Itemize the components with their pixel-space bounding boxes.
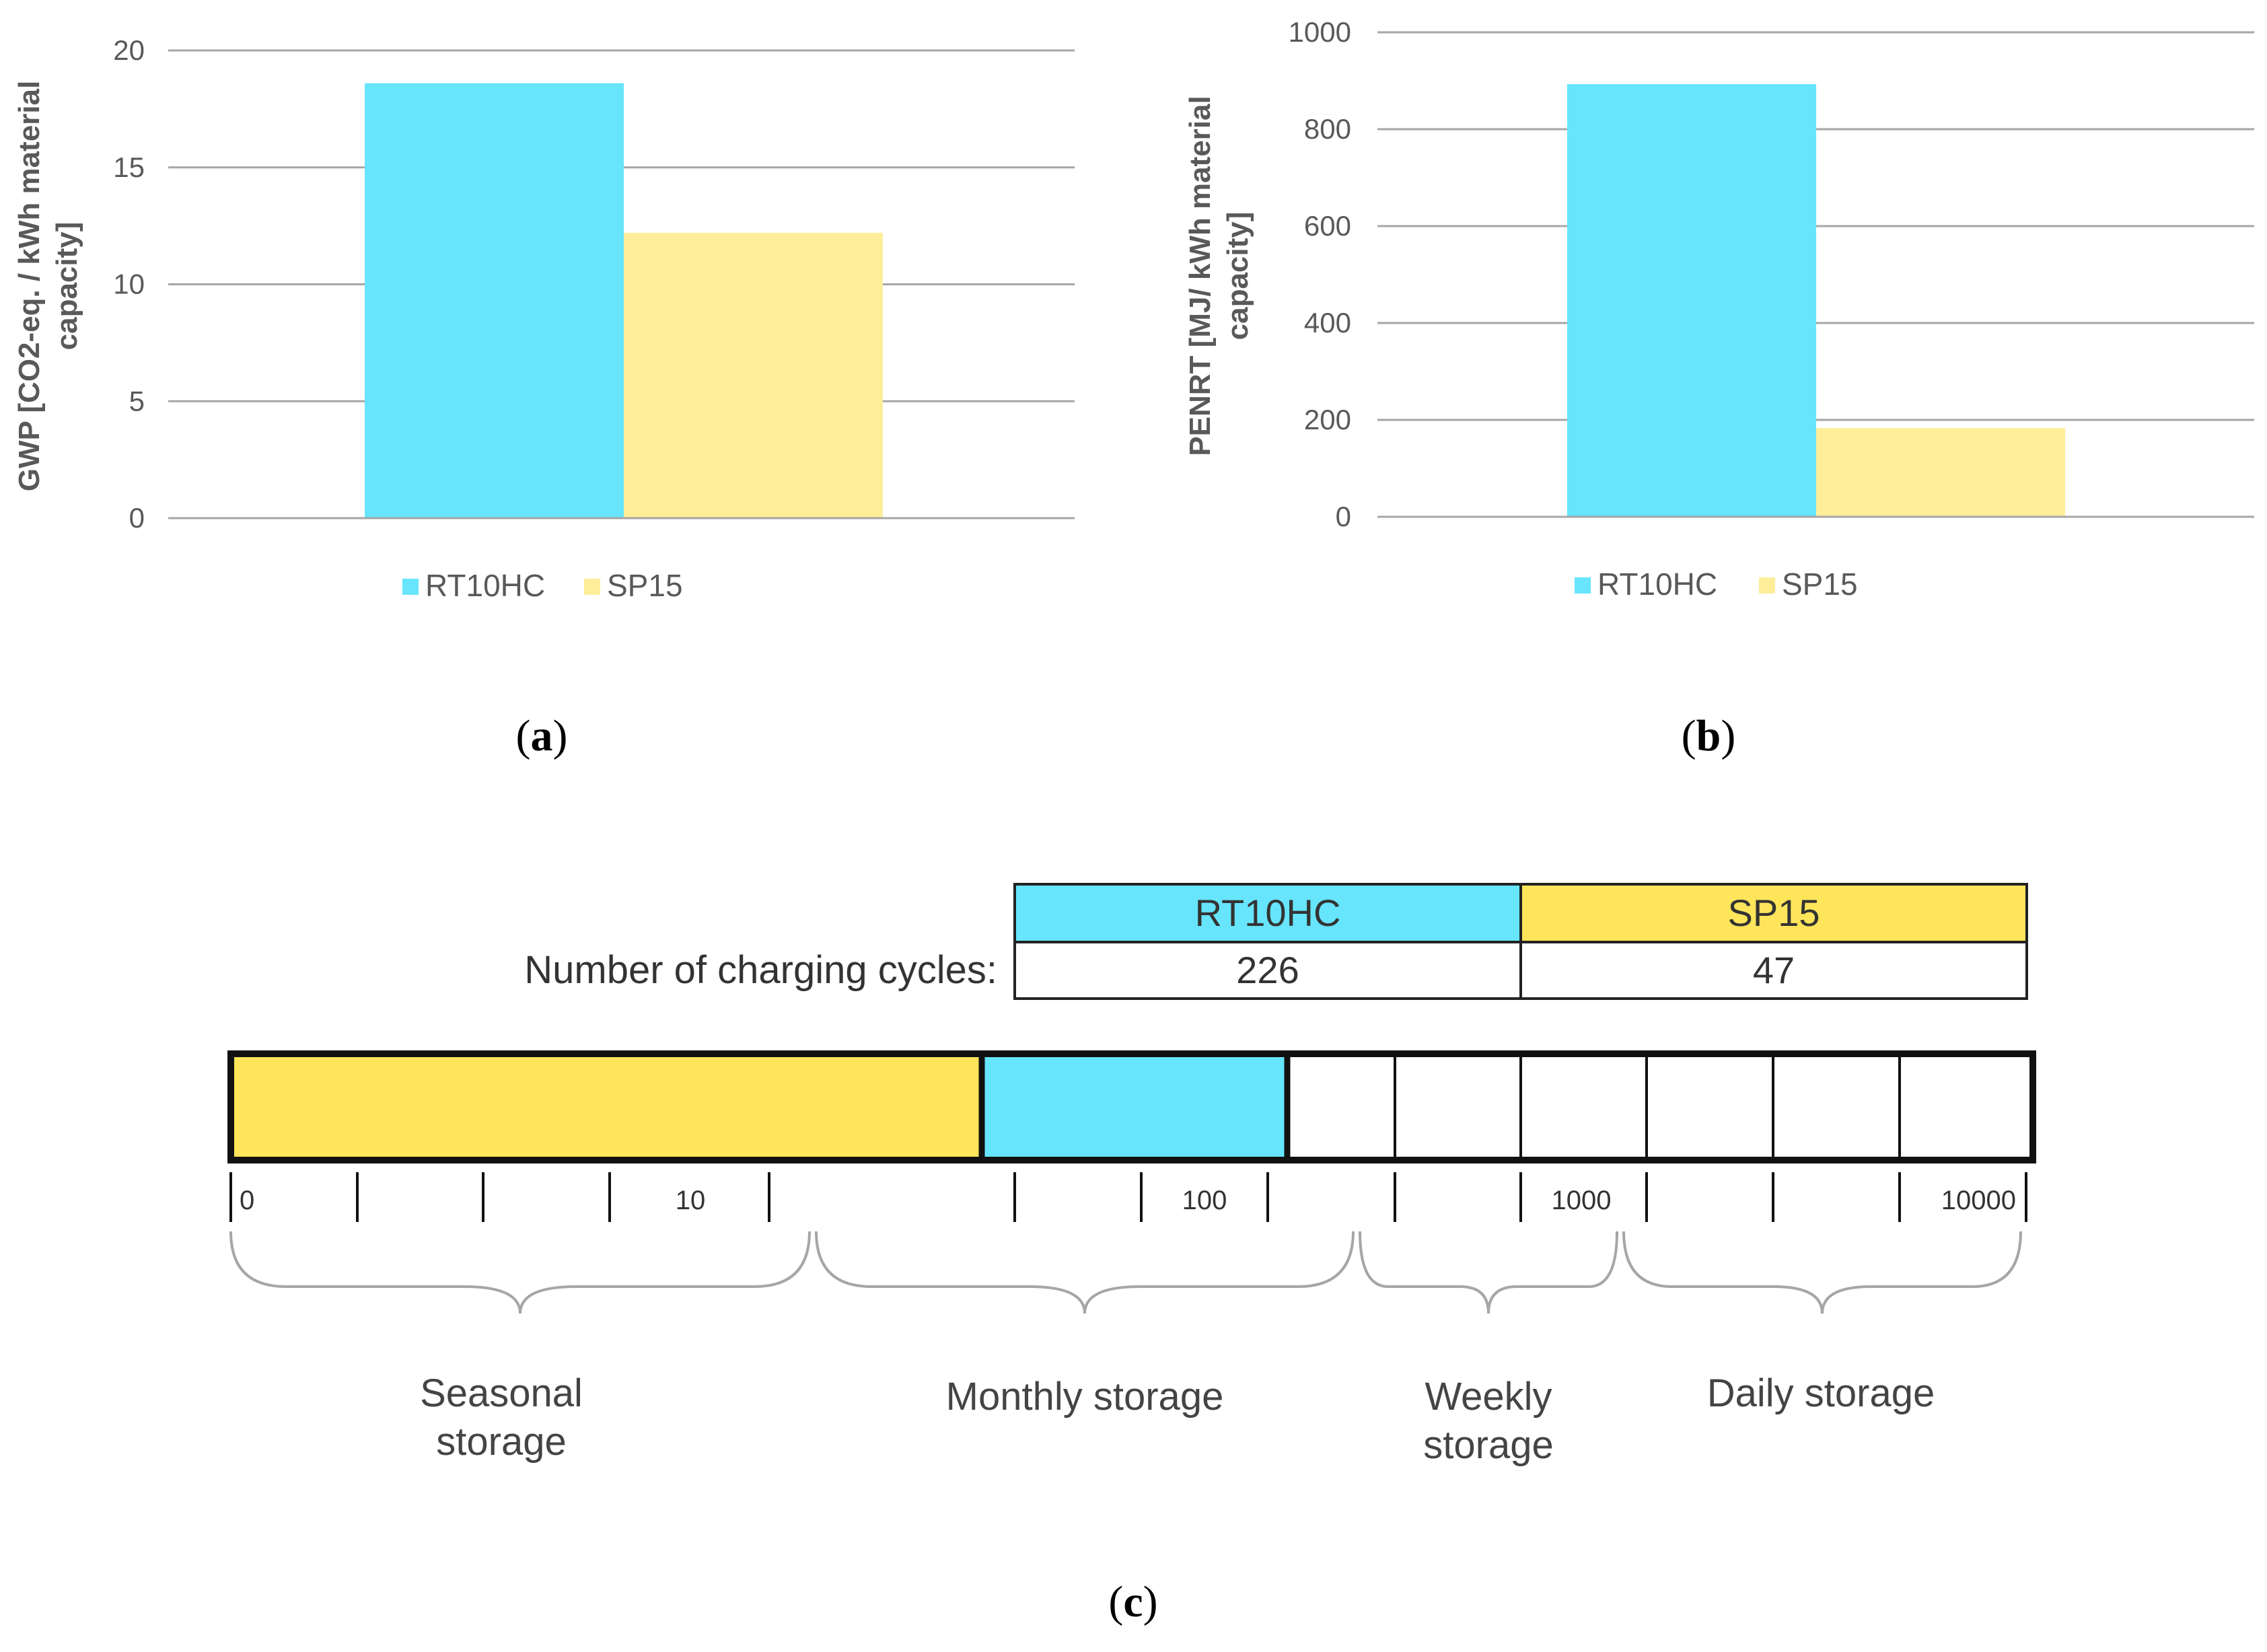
chart-a-legend: RT10HC SP15 [402,568,683,603]
scale-label-1000: 1000 [1552,1186,1612,1215]
bar-outline [227,1050,2036,1163]
chart-a-y-tick-labels: 0 5 10 15 20 [113,34,145,534]
chart-a-y-tick-label: 15 [113,151,145,183]
chart-b-y-tick-label: 800 [1304,113,1351,145]
chart-b-legend-swatch-sp15 [1759,577,1775,594]
chart-b-y-tick-label: 600 [1304,210,1351,242]
chart-a-bar-rt10hc [365,83,624,518]
chart-a-y-tick-label: 10 [113,268,145,300]
brace-daily [1622,1231,2022,1314]
chart-b-y-tick-label: 0 [1336,501,1351,532]
range-fill-sp15 [231,1054,982,1160]
cycles-table-header-sp15-cell [1519,883,2028,943]
scale-label-0: 0 [240,1186,254,1215]
cycles-table-value-sp15-cell [1519,941,2028,1000]
category-daily: Daily storage [1707,1371,1935,1415]
storage-category-labels: Seasonal storage Monthly storage Weekly … [420,1371,1935,1467]
cycles-scale-bar [227,1050,2036,1163]
chart-a-y-axis-label: GWP [CO2-eq. / kWh material capacity] [13,81,83,491]
chart-b-bars [1567,84,2065,517]
chart-b-ylabel-line1: PENRT [MJ/ kWh material [1184,96,1217,456]
brace-monthly [815,1231,1355,1314]
cycles-value-rt10hc: 226 [1236,949,1299,991]
panel-label-b: (b) [1682,711,1736,760]
chart-a-y-tick-label: 20 [113,34,145,66]
cycles-table: RT10HC SP15 226 47 Number of charging cy… [524,883,2028,1000]
chart-b-y-tick-label: 400 [1304,307,1351,338]
range-fill-rt10hc [982,1054,1287,1160]
chart-b-legend-label-rt10hc: RT10HC [1597,567,1717,602]
chart-a: 0 5 10 15 20 GWP [CO2-eq. / kWh material cap… [13,34,1075,760]
category-seasonal-line1: Seasonal [420,1371,583,1415]
cycles-scale-labels: 0 10 100 1000 10000 [240,1186,2016,1215]
scale-label-10: 10 [676,1186,706,1215]
chart-a-y-tick-label: 5 [129,385,145,417]
chart-b-y-axis-label: PENRT [MJ/ kWh material capacity] [1184,96,1254,456]
chart-a-ylabel-line2: capacity] [50,222,83,351]
chart-b-y-tick-label: 1000 [1289,16,1351,48]
cycles-log-scale [229,1172,2027,1222]
cycles-row-label: Number of charging cycles: [524,948,997,992]
chart-b-y-tick-labels: 0 200 400 600 800 1000 [1289,16,1351,532]
scale-label-10000: 10000 [1941,1186,2016,1215]
cycles-table-header-rt10hc-cell [1013,883,1522,943]
cycles-table-header-sp15: SP15 [1728,892,1820,934]
cycles-value-sp15: 47 [1753,949,1795,991]
chart-b: 0 200 400 600 800 1000 PENRT [MJ/ kWh materia… [1184,16,2254,760]
chart-a-legend-label-sp15: SP15 [607,568,683,603]
chart-b-ylabel-line2: capacity] [1221,212,1254,340]
category-monthly: Monthly storage [946,1375,1224,1418]
charging-cycles-diagram: RT10HC SP15 226 47 Number of charging cy… [227,883,2036,1626]
brace-weekly [1359,1231,1618,1314]
chart-b-bar-rt10hc [1567,84,1816,517]
scale-label-100: 100 [1182,1186,1227,1215]
chart-b-bar-sp15 [1816,428,2065,517]
chart-a-bar-sp15 [624,233,883,518]
chart-a-y-tick-label: 0 [129,502,145,534]
chart-a-legend-label-rt10hc: RT10HC [425,568,545,603]
brace-seasonal [229,1231,811,1314]
chart-a-bars [365,83,883,518]
chart-b-legend-label-sp15: SP15 [1782,567,1858,602]
chart-b-y-tick-label: 200 [1304,404,1351,435]
category-weekly-line1: Weekly [1425,1375,1552,1418]
panel-label-c: (c) [1108,1577,1157,1626]
storage-braces [229,1231,2022,1314]
chart-a-legend-swatch-rt10hc [402,579,419,595]
chart-a-legend-swatch-sp15 [584,579,600,595]
chart-b-legend: RT10HC SP15 [1575,567,1858,602]
category-weekly-line2: storage [1423,1423,1553,1467]
category-seasonal-line2: storage [436,1420,566,1464]
panel-label-a: (a) [516,711,568,760]
chart-a-ylabel-line1: GWP [CO2-eq. / kWh material [13,81,46,491]
chart-b-legend-swatch-rt10hc [1575,577,1591,594]
cycles-table-header-rt10hc: RT10HC [1195,892,1341,934]
